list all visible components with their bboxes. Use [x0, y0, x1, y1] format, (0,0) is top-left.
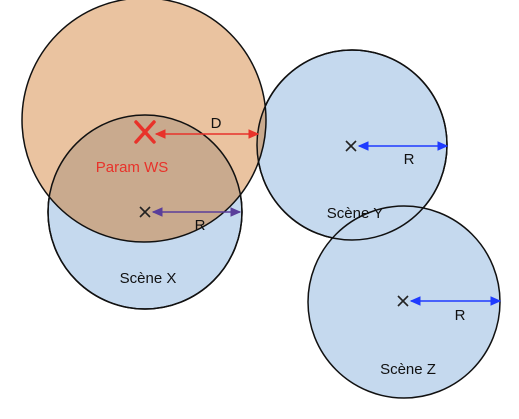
scene-x-center-icon: [139, 206, 151, 218]
scene-y-center-icon: [345, 140, 357, 152]
scene-z-radius-label: R: [455, 307, 466, 324]
param-ws-outline: [21, 0, 267, 243]
scene-y-label: Scène Y: [327, 205, 383, 222]
scene-z-center-icon: [397, 295, 409, 307]
scene-y-radius-arrow: [357, 141, 449, 151]
scene-x-radius-arrow: [151, 207, 242, 217]
scene-x-radius-label: R: [195, 217, 206, 234]
distance-label: D: [211, 115, 222, 132]
scene-z-label: Scène Z: [380, 361, 436, 378]
distance-arrow: [154, 129, 260, 139]
scene-x-label: Scène X: [120, 270, 177, 287]
param-ws-label: Param WS: [96, 159, 169, 176]
scene-z-radius-arrow: [409, 296, 502, 306]
scene-x-outline: [47, 114, 243, 310]
param-ws-center-icon: [134, 120, 156, 144]
scene-y-radius-label: R: [404, 151, 415, 168]
scene-y-outline: [256, 49, 448, 241]
